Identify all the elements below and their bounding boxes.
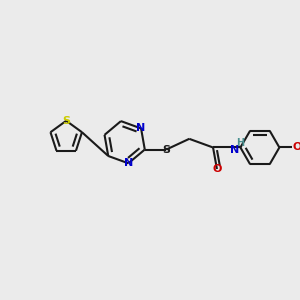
Text: S: S [162,145,170,154]
Text: O: O [212,164,222,174]
Text: H: H [236,138,244,148]
Text: N: N [124,158,133,168]
Text: O: O [292,142,300,152]
Text: N: N [230,146,239,155]
Text: S: S [62,116,70,126]
Text: N: N [136,123,146,134]
